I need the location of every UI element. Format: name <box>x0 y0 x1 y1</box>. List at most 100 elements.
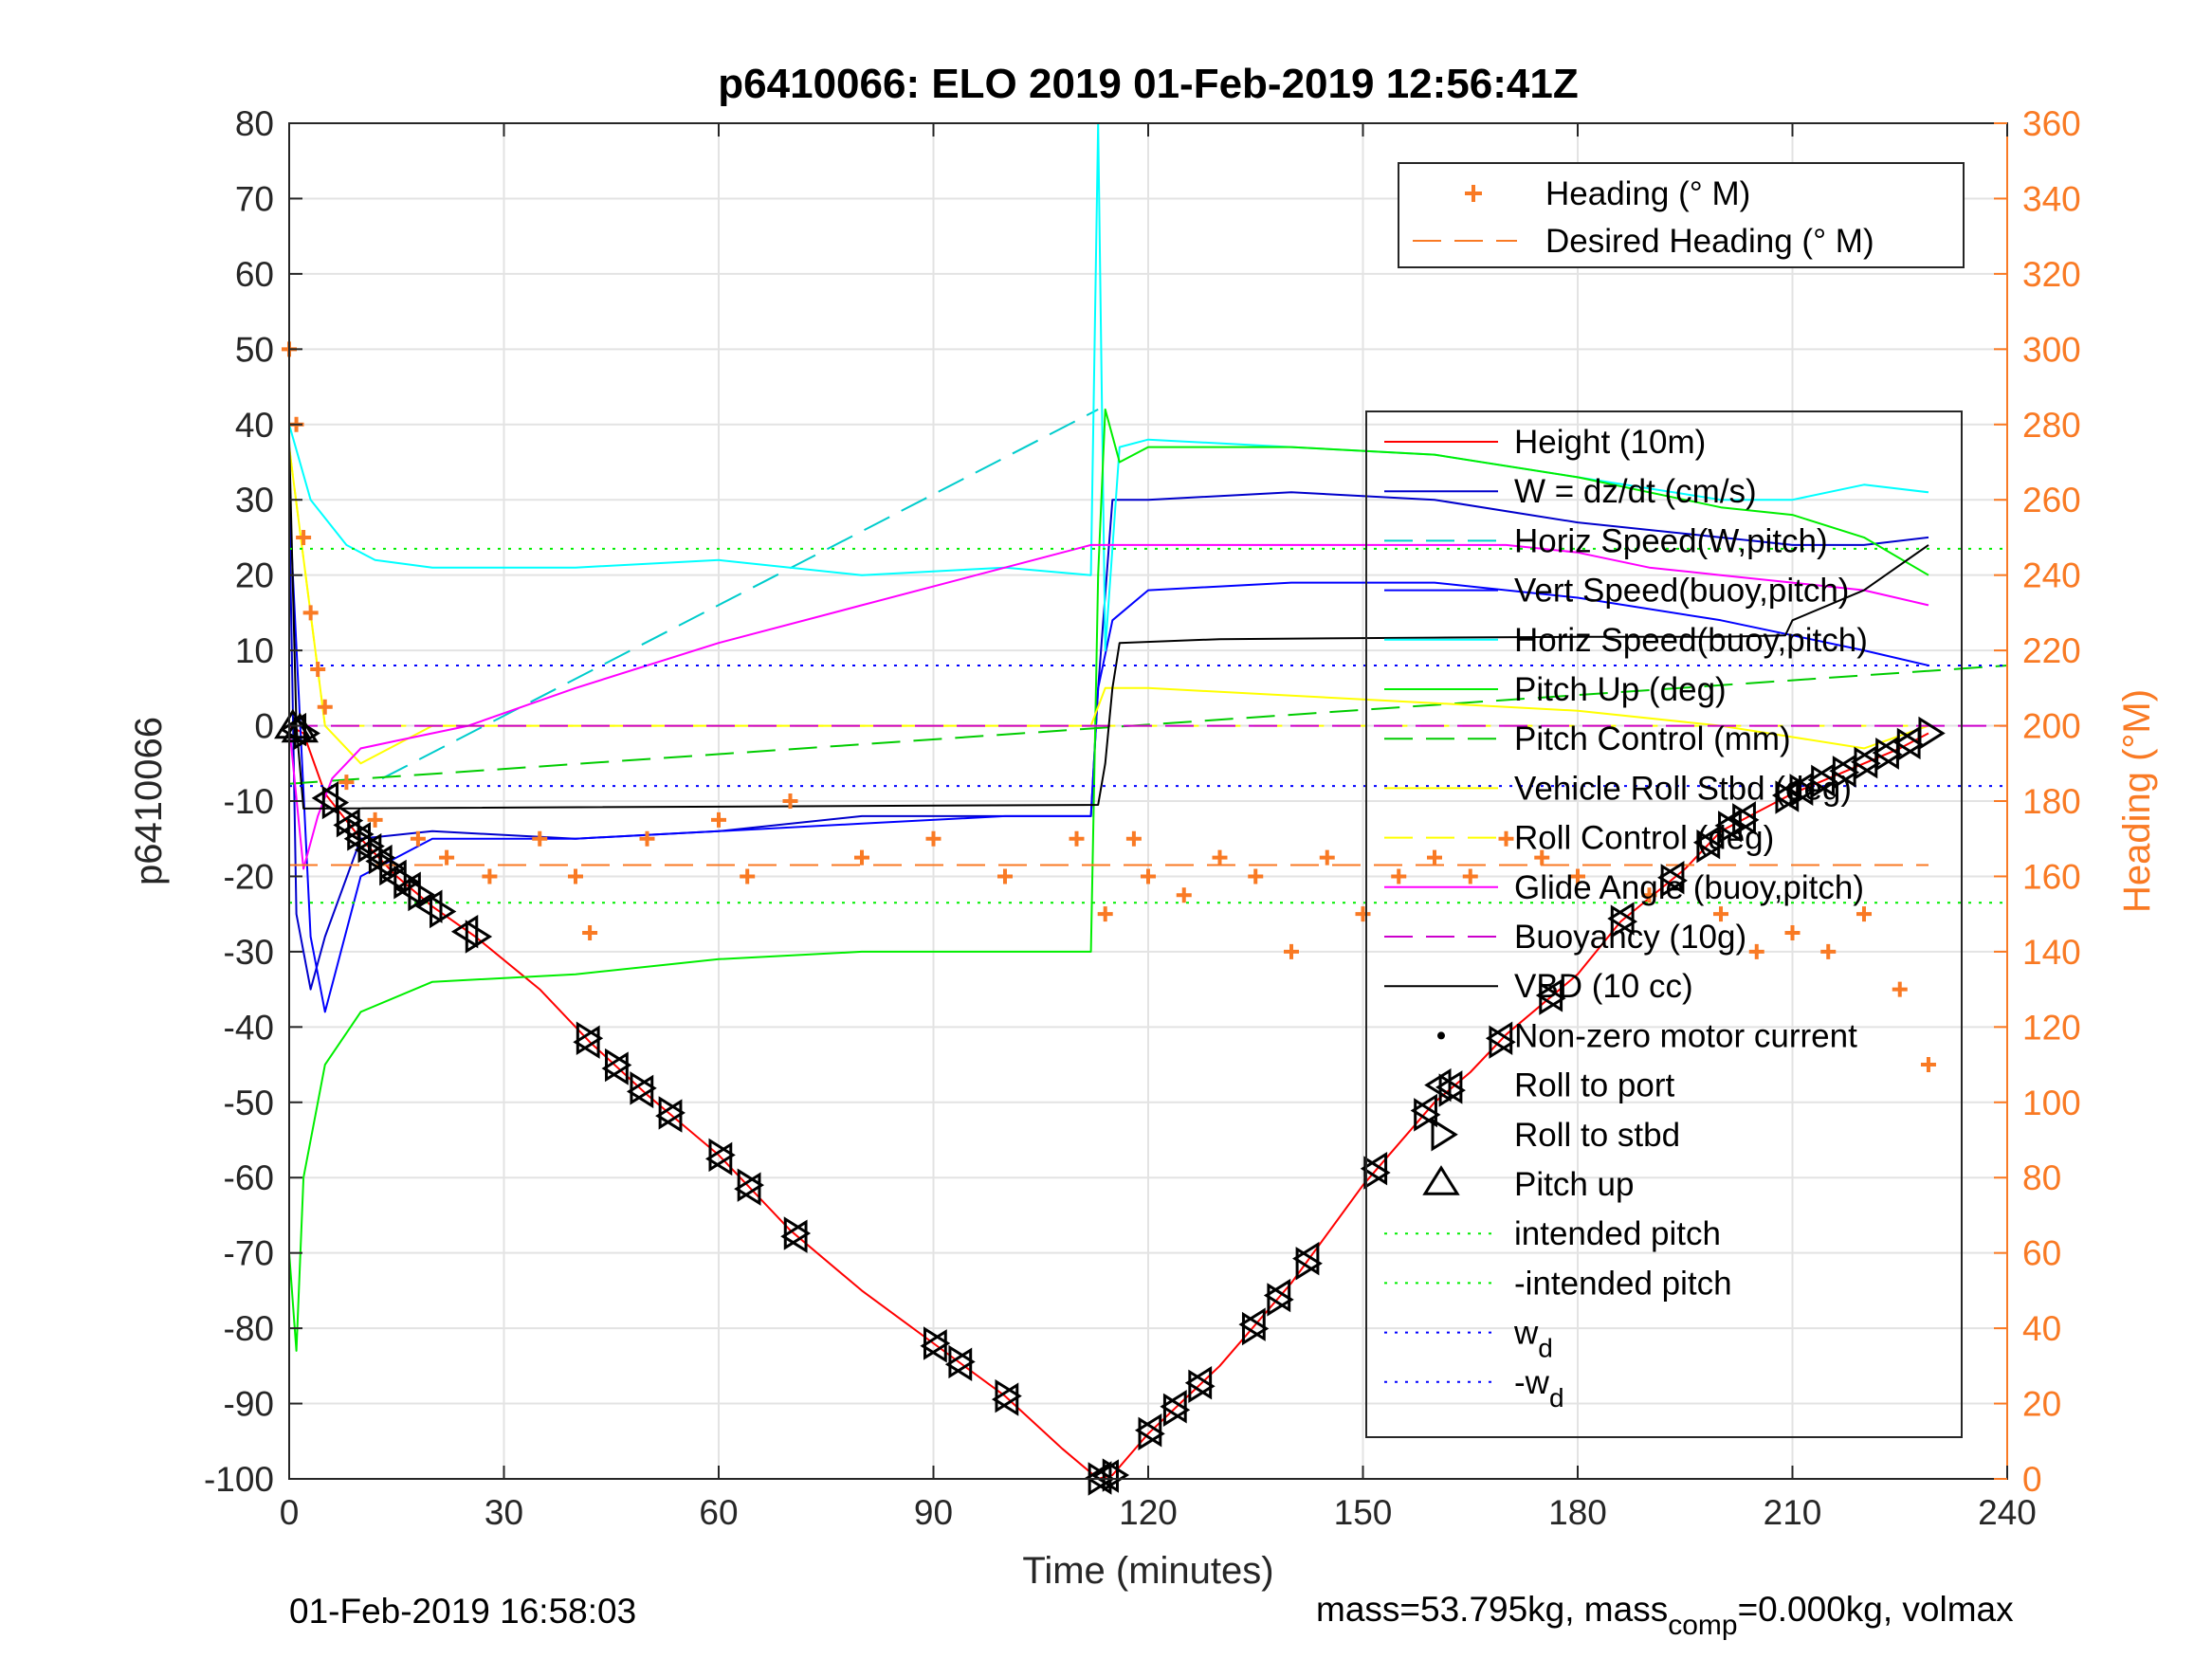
legend-heading-label: Desired Heading (° M) <box>1545 223 1874 260</box>
heading-point <box>854 849 869 866</box>
heading-point <box>1248 868 1264 884</box>
y-tick-label: -40 <box>224 1008 274 1047</box>
legend-main-label: Pitch Control (mm) <box>1514 720 1791 757</box>
footer-timestamp: 01-Feb-2019 16:58:03 <box>289 1592 636 1631</box>
roll-to-port-marker <box>1893 725 1921 760</box>
heading-point <box>1427 849 1442 866</box>
x-tick-label: 210 <box>1764 1493 1822 1532</box>
y-tick-label: -50 <box>224 1084 274 1122</box>
legend-main-label: VBD (10 cc) <box>1514 968 1693 1005</box>
heading-point <box>1892 981 1908 997</box>
roll-to-stbd-marker <box>1295 1247 1323 1281</box>
legend-main-label: Horiz Speed(buoy,pitch) <box>1514 622 1868 659</box>
y-tick-label: -20 <box>224 857 274 896</box>
series-layer <box>288 122 2008 1480</box>
roll-to-port-marker <box>1134 1413 1162 1448</box>
roll-to-port-marker <box>601 1051 629 1085</box>
roll-to-stbd-marker <box>658 1096 686 1130</box>
y-tick-label: -60 <box>224 1158 274 1197</box>
footer-mass-subscript: comp <box>1668 1610 1737 1641</box>
heading-point <box>1097 906 1113 922</box>
series-pitch-control-mm <box>288 665 2008 785</box>
right-y-tick-label: 40 <box>2022 1309 2061 1348</box>
roll-to-port-marker <box>573 1025 600 1059</box>
roll-to-stbd-marker <box>1696 829 1724 864</box>
right-y-tick-label: 200 <box>2022 707 2081 746</box>
right-y-tick-label: 340 <box>2022 179 2081 218</box>
right-y-axis-label: Heading (°M) <box>2116 689 2158 913</box>
x-tick-label: 240 <box>1978 1493 2037 1532</box>
series-pitch-up-deg <box>288 408 1929 1352</box>
roll-to-port-marker <box>365 844 393 879</box>
roll-to-stbd-marker <box>1188 1369 1216 1403</box>
roll-to-port-marker <box>1535 978 1563 1012</box>
roll-to-stbd-marker <box>1414 1098 1441 1132</box>
legend-main-label-subscript: d <box>1538 1334 1553 1363</box>
legend-main-label: Vert Speed(buoy,pitch) <box>1514 573 1849 610</box>
heading-point <box>782 793 798 809</box>
roll-to-stbd-marker <box>708 1138 736 1173</box>
roll-to-port-marker <box>626 1074 654 1109</box>
heading-point <box>338 775 355 791</box>
series-horiz-speed-w-pitch <box>381 409 1099 780</box>
y-axis-label: p6410066 <box>128 717 170 885</box>
right-y-tick-label: 60 <box>2022 1234 2061 1273</box>
right-y-tick-label: 140 <box>2022 933 2081 972</box>
roll-to-port-marker <box>780 1219 808 1253</box>
roll-to-port-marker <box>393 871 421 905</box>
roll-to-stbd-marker <box>1489 1025 1516 1059</box>
roll-to-port-marker <box>1292 1241 1320 1276</box>
roll-to-port-marker <box>1785 772 1814 806</box>
roll-to-stbd-marker <box>995 1378 1022 1413</box>
roll-to-port-marker <box>415 889 443 923</box>
heading-point <box>997 868 1013 884</box>
pitch-up-marker <box>281 712 320 743</box>
heading-point <box>302 605 319 621</box>
roll-to-stbd-marker <box>1438 1073 1466 1107</box>
heading-point <box>1534 849 1550 866</box>
footer-mass: mass=53.795kg, masscomp=0.000kg, volmax <box>1316 1590 2014 1641</box>
right-y-tick-label: 100 <box>2022 1084 2081 1122</box>
x-axis-ticks: 0 30 60 90 120 150 180 210 240 <box>280 123 2037 1532</box>
footer-mass-suffix: =0.000kg, volmax <box>1738 1590 2015 1629</box>
heading-point <box>439 849 455 866</box>
right-y-tick-label: 120 <box>2022 1008 2081 1047</box>
right-y-tick-label: 0 <box>2022 1460 2042 1499</box>
y-tick-label: 30 <box>235 481 274 520</box>
heading-point <box>317 699 333 715</box>
heading-point <box>1284 943 1299 959</box>
legend-main-label: Horiz Speed(W,pitch) <box>1514 522 1828 559</box>
x-tick-label: 90 <box>914 1493 953 1532</box>
legend-main-label: Glide Angle (buoy,pitch) <box>1514 869 1864 906</box>
legend-main-label: Roll Control (deg) <box>1514 820 1774 857</box>
x-tick-label: 0 <box>280 1493 300 1532</box>
roll-to-port-marker <box>1657 861 1685 895</box>
legend-heading-label: Heading (° M) <box>1545 175 1750 212</box>
heading-point <box>740 868 756 884</box>
roll-to-stbd-marker <box>783 1216 812 1250</box>
heading-point <box>1176 887 1192 903</box>
heading-point <box>1498 830 1514 847</box>
x-tick-label: 60 <box>699 1493 738 1532</box>
legend-main-label-main: w <box>1513 1315 1539 1352</box>
roll-to-port-marker <box>1728 801 1756 835</box>
y-tick-label: -30 <box>224 933 274 972</box>
roll-to-port-marker <box>1714 809 1742 843</box>
heading-point <box>1212 849 1228 866</box>
roll-to-stbd-marker <box>1363 1156 1391 1190</box>
roll-to-port-marker <box>343 822 371 856</box>
right-y-tick-label: 300 <box>2022 330 2081 369</box>
heading-point <box>1820 943 1837 959</box>
roll-to-stbd-marker <box>605 1048 632 1083</box>
heading-point <box>532 830 548 847</box>
y-tick-label: 10 <box>235 631 274 670</box>
heading-point <box>1069 830 1085 847</box>
roll-to-port-marker <box>1829 754 1856 788</box>
legend-main-label: wd <box>1513 1315 1553 1363</box>
legend-main-label: Non-zero motor current <box>1514 1017 1857 1054</box>
legend-main-box <box>1365 410 1963 1438</box>
footer-mass-prefix: mass=53.795kg, mass <box>1316 1590 1668 1629</box>
right-y-tick-label: 20 <box>2022 1385 2061 1424</box>
legend-main-label: Pitch up <box>1514 1166 1634 1203</box>
y-tick-label: 50 <box>235 330 274 369</box>
